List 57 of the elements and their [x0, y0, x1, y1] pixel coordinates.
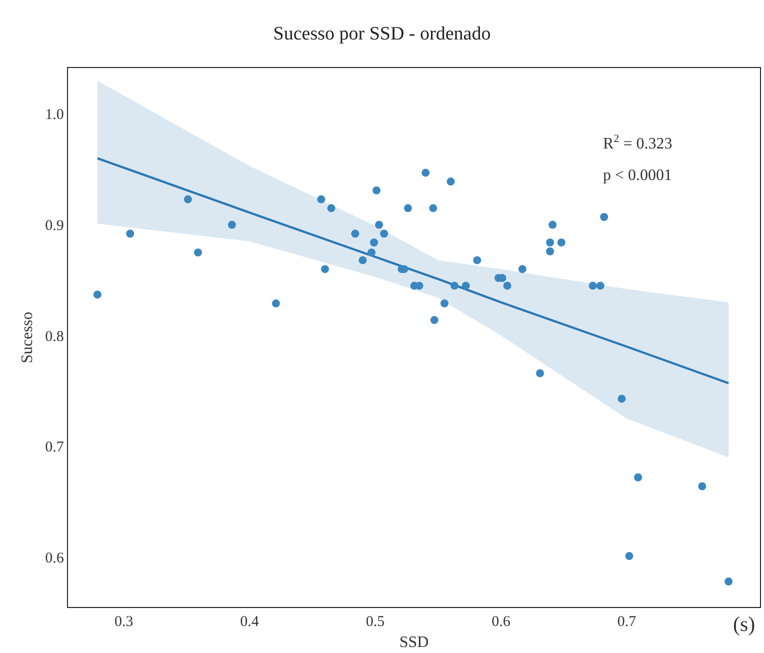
- point: [462, 282, 470, 290]
- point: [368, 248, 376, 256]
- point: [184, 195, 192, 204]
- point: [473, 256, 482, 264]
- point: [634, 473, 642, 482]
- point: [450, 282, 458, 290]
- point: [588, 282, 597, 290]
- point: [372, 186, 381, 194]
- point: [228, 220, 236, 229]
- y-tick-label: 0.7: [45, 440, 64, 456]
- point: [596, 282, 604, 290]
- point: [557, 238, 566, 246]
- point: [370, 238, 378, 246]
- point: [546, 238, 554, 246]
- y-tick-label: 0.9: [45, 218, 64, 234]
- x-axis-title: SSD: [399, 634, 429, 651]
- point: [320, 265, 329, 274]
- point: [351, 230, 360, 238]
- text: (s): [733, 612, 756, 636]
- annotation: p < 0.0001: [603, 167, 672, 184]
- point: [429, 204, 438, 212]
- point: [625, 552, 634, 560]
- point: [272, 299, 280, 308]
- point: [698, 482, 706, 490]
- point: [404, 204, 412, 212]
- y-tick-label: 1.0: [45, 107, 64, 124]
- y-axis-title: Sucesso: [19, 312, 36, 364]
- point: [600, 213, 608, 222]
- point: [446, 178, 455, 186]
- y-tick-label: 0.6: [45, 550, 64, 566]
- point: [724, 578, 733, 586]
- point: [375, 220, 384, 229]
- point: [518, 265, 526, 274]
- x-tick-label: 0.6: [492, 614, 511, 630]
- point: [126, 230, 134, 238]
- point: [548, 220, 557, 229]
- point: [358, 256, 367, 264]
- x-tick-label: 0.3: [114, 614, 134, 630]
- point: [618, 394, 626, 403]
- line-series: [96, 157, 730, 384]
- point: [327, 204, 336, 212]
- point: [93, 290, 102, 299]
- y-tick-label: 0.8: [45, 328, 64, 345]
- annotation: R$^{2}$ = 0.323: [603, 133, 672, 153]
- point: [194, 248, 202, 256]
- point: [536, 369, 544, 378]
- point: [317, 195, 326, 204]
- x-tick-label: 0.4: [240, 614, 260, 630]
- chart-title: Sucesso por SSD - ordenado: [273, 23, 491, 44]
- x-tick-label: 0.5: [366, 614, 385, 630]
- point: [380, 230, 388, 238]
- point: [546, 247, 554, 256]
- point: [440, 299, 448, 308]
- x-tick-label: 0.7: [617, 614, 637, 630]
- point: [422, 168, 430, 177]
- point: [503, 282, 512, 290]
- point: [430, 316, 438, 324]
